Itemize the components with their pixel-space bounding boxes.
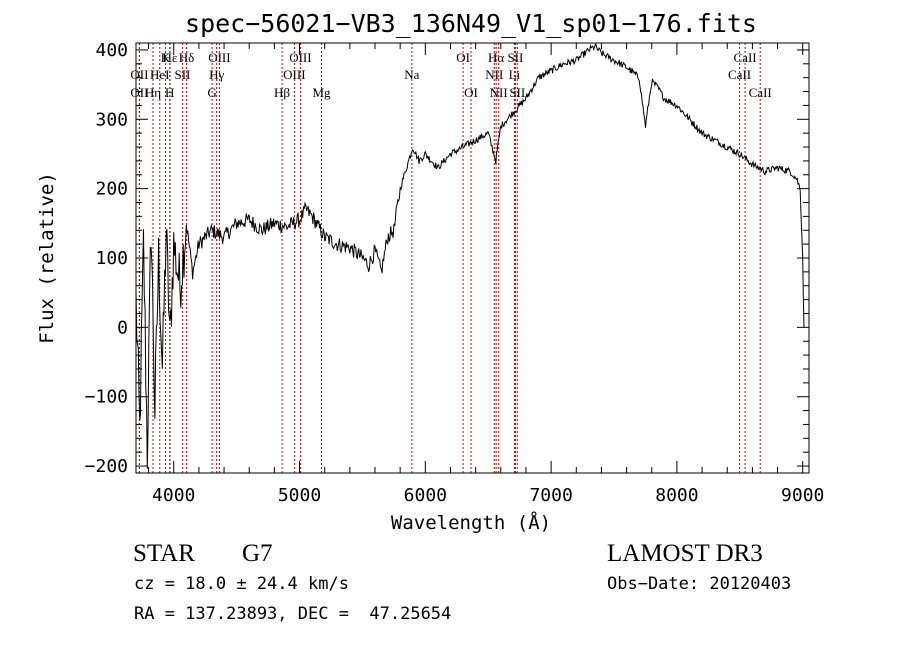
x-axis: 4000 5000 6000 7000 8000 9000 — [148, 43, 824, 506]
y-tick-label: 300 — [95, 109, 128, 130]
y-axis-label: Flux (relative) — [36, 172, 58, 344]
line-marker-label: OIII — [289, 50, 311, 65]
x-tick-label: 6000 — [404, 485, 447, 506]
plot-frame — [135, 42, 810, 474]
line-marker-label: Hδ — [179, 50, 195, 65]
x-tick-label: 8000 — [655, 485, 698, 506]
object-class: STAR — [133, 540, 195, 567]
y-tick-label: 0 — [117, 317, 128, 338]
y-axis: −200 −100 0 100 200 300 400 — [85, 40, 809, 477]
line-marker-label: Hη — [145, 85, 161, 100]
line-marker-label: HeI — [150, 67, 170, 82]
x-tick-label: 7000 — [529, 485, 572, 506]
series-line-flux — [135, 43, 805, 469]
x-tick-label: 9000 — [781, 485, 824, 506]
spectrum-chart: spec−56021−VB3_136N49_V1_sp01−176.fits H… — [36, 9, 824, 534]
x-tick-label: 5000 — [278, 485, 321, 506]
chart-title: spec−56021−VB3_136N49_V1_sp01−176.fits — [185, 9, 757, 38]
line-marker-label: OI — [456, 50, 470, 65]
object-subclass: G7 — [242, 540, 273, 567]
series-group — [135, 43, 805, 469]
x-tick-label: 4000 — [152, 485, 195, 506]
coordinates: RA = 137.23893, DEC = 47.25654 — [134, 604, 452, 624]
line-marker-label: Hγ — [209, 67, 224, 82]
line-marker-label: OII — [130, 85, 148, 100]
line-marker-label: Li — [509, 67, 521, 82]
line-marker-label: CaII — [728, 67, 751, 82]
survey-name: LAMOST DR3 — [607, 540, 763, 567]
line-marker-label: SII — [174, 67, 190, 82]
line-marker-label: H — [165, 85, 174, 100]
line-marker-label: Mg — [313, 85, 332, 100]
line-marker-label: CaII — [734, 50, 757, 65]
line-marker-label: OII — [130, 67, 148, 82]
line-marker-label: NII — [485, 67, 503, 82]
y-tick-label: 200 — [95, 179, 128, 200]
line-marker-label: K — [161, 50, 171, 65]
y-tick-label: −100 — [85, 387, 128, 408]
redshift-velocity: cz = 18.0 ± 24.4 km/s — [134, 574, 349, 594]
line-marker-label: Hα — [488, 50, 504, 65]
y-tick-label: −200 — [85, 456, 128, 477]
line-marker-label: SII — [509, 85, 525, 100]
line-marker-label: OI — [464, 85, 478, 100]
line-marker-label: NII — [490, 85, 508, 100]
line-marker-label: Hβ — [274, 85, 290, 100]
line-marker-label: OIII — [283, 67, 305, 82]
observation-date: Obs−Date: 20120403 — [607, 574, 792, 594]
line-marker-label: G — [207, 85, 216, 100]
x-axis-label: Wavelength (Å) — [391, 511, 551, 534]
line-marker-label: CaII — [749, 85, 772, 100]
line-marker-label: OIII — [208, 50, 230, 65]
y-tick-label: 100 — [95, 248, 128, 269]
line-marker-label: SII — [507, 50, 523, 65]
line-marker-label: Na — [404, 67, 419, 82]
y-tick-label: 400 — [95, 40, 128, 61]
